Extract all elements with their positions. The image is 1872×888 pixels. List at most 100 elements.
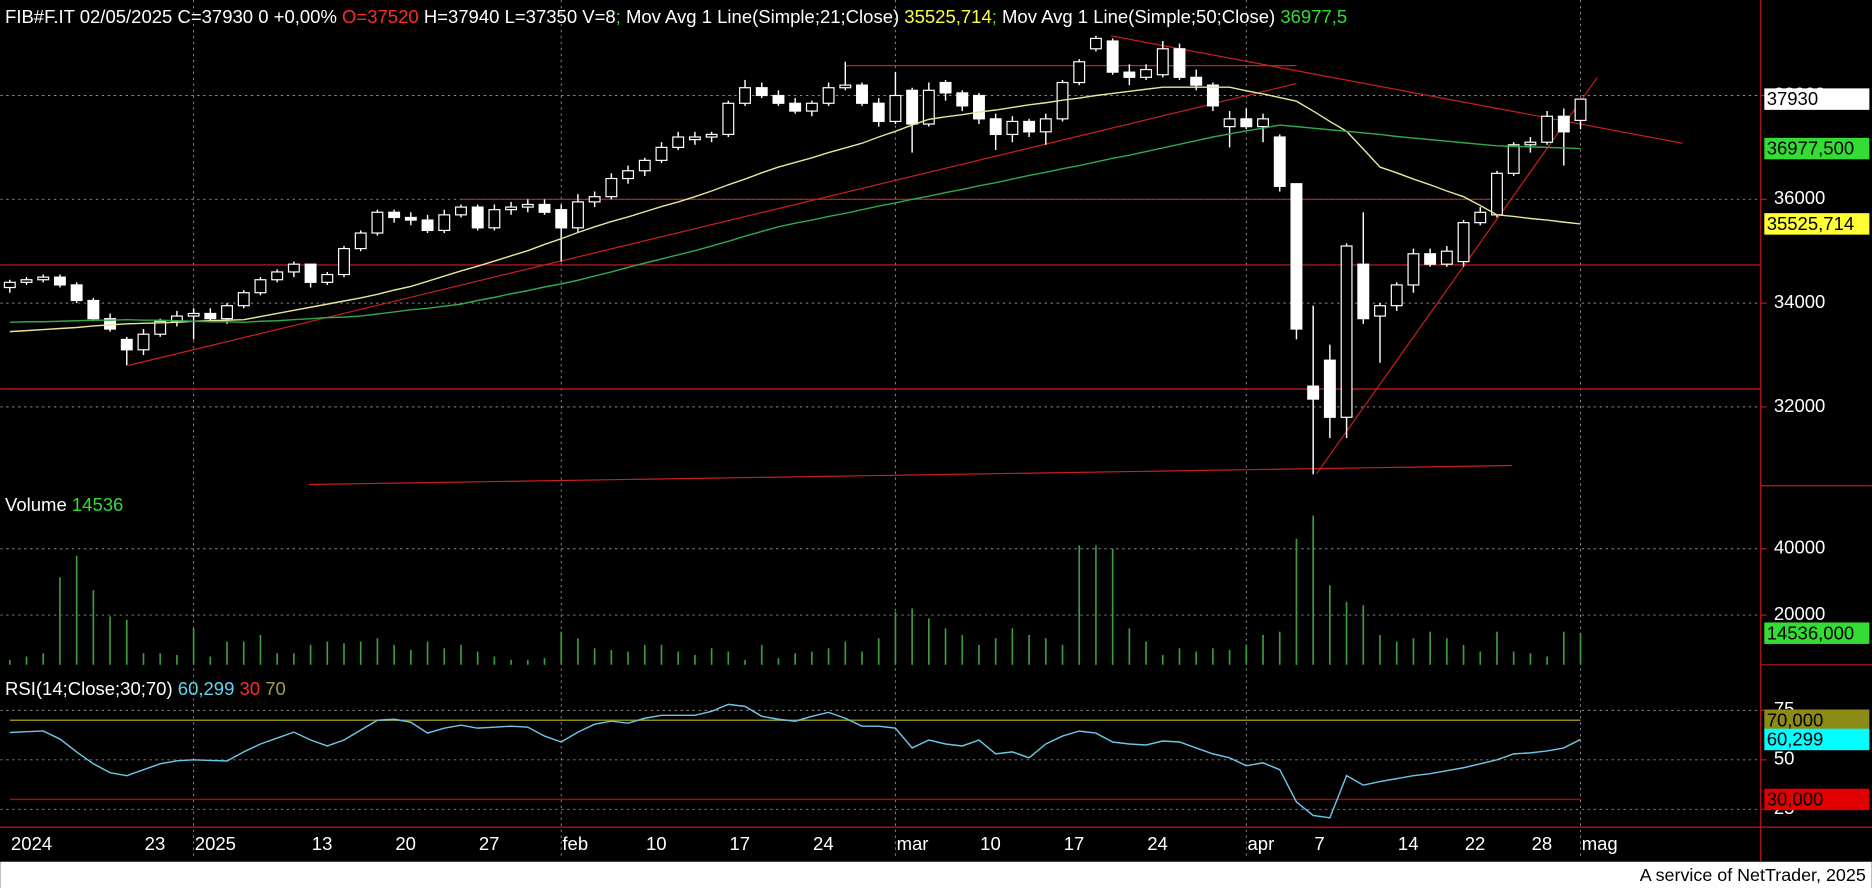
title-part: Mov Avg 1 Line(Simple;50;Close) (1002, 6, 1280, 27)
volume-bar (8, 659, 11, 665)
volume-bar (643, 644, 646, 665)
volume-bar (309, 644, 312, 665)
candle-body (722, 102, 735, 136)
x-tick-label: 27 (479, 833, 500, 854)
candle-body (488, 209, 501, 229)
volume-bar (42, 653, 45, 665)
volume-bar (176, 654, 178, 665)
series-line (9, 124, 1581, 324)
candle-body (1407, 253, 1420, 286)
volume-bar (293, 653, 295, 665)
candle-body (371, 211, 384, 234)
y-tick-label: 20000 (1774, 603, 1825, 624)
candle-body (70, 284, 83, 302)
title-part: 14536 (72, 494, 123, 515)
volume-bar (125, 619, 128, 665)
candle-body (1424, 253, 1437, 265)
volume-bar (510, 659, 512, 665)
value-marker-label: 14536,000 (1767, 622, 1854, 643)
candle-body (605, 177, 618, 198)
candle-body (555, 209, 568, 229)
candle-body (973, 94, 985, 120)
volume-bar (593, 648, 596, 665)
volume-bar (1044, 638, 1047, 665)
volume-bar (811, 651, 813, 665)
candle-body (304, 263, 317, 283)
volume-bar (1429, 631, 1431, 665)
x-tick-label: 2025 (195, 833, 236, 854)
x-tick-label: 10 (646, 833, 667, 854)
y-tick-label: 40000 (1774, 537, 1825, 558)
volume-bar (426, 641, 429, 665)
volume-bar (744, 659, 746, 665)
title-part: Volume (5, 494, 72, 515)
volume-bar (1245, 644, 1248, 665)
volume-bar (1379, 634, 1381, 665)
candle-body (622, 170, 635, 180)
axis-area: 2024 23 2025 13 20 27 feb 10 17 24 mar 10 17 24 apr 7 14… (11, 83, 1870, 854)
candle-body (956, 92, 969, 107)
volume-bar (861, 651, 863, 665)
candle-body (1173, 48, 1186, 78)
title-part: 35525,714 (904, 6, 991, 27)
volume-bar (476, 651, 479, 665)
title-part: 60,299 (178, 678, 240, 699)
trendline (1110, 35, 1683, 144)
volume-bar (259, 634, 262, 665)
candle-body (705, 133, 718, 138)
volume-bar (1061, 644, 1064, 665)
volume-bar (677, 651, 680, 665)
candle-body (839, 84, 852, 89)
value-marker-label: 36977,500 (1767, 138, 1854, 159)
value-marker (1764, 213, 1870, 235)
candle-body (688, 136, 701, 141)
volume-bar (443, 648, 446, 665)
candle-body (1257, 118, 1269, 128)
candle-body (271, 271, 284, 281)
volume-bar (1496, 631, 1498, 665)
volume-bar (610, 649, 613, 665)
x-tick-label: 14 (1398, 833, 1419, 854)
panel-title: Volume 14536 (5, 494, 123, 515)
candle-body (287, 263, 300, 273)
title-part: RSI(14;Close;30;70) (5, 678, 178, 699)
candle-body (872, 102, 885, 123)
x-tick-label: feb (562, 833, 588, 854)
series-line (9, 86, 1581, 333)
volume-bar (1078, 545, 1081, 665)
x-tick-label: 17 (730, 833, 751, 854)
volume-bar (1095, 545, 1097, 665)
title-part: ; (616, 6, 626, 27)
candle-body (1557, 115, 1570, 133)
volume-bar (460, 644, 462, 665)
candle-body (538, 203, 551, 213)
candle-body (1039, 118, 1052, 133)
volume-bar (660, 644, 663, 665)
value-marker (1764, 622, 1870, 644)
candle-body (1357, 263, 1370, 320)
value-marker (1764, 788, 1870, 811)
candle-body (1273, 136, 1286, 187)
title-part: ; (992, 6, 1002, 27)
candle-body (638, 159, 651, 172)
candle-body (1374, 305, 1386, 317)
volume-bar (760, 644, 763, 665)
candle-body (672, 136, 685, 148)
candle-body (1073, 61, 1086, 84)
volume-bar (526, 659, 529, 665)
volume-bar (1128, 628, 1131, 665)
volume-bar (994, 638, 997, 665)
volume-bar (694, 654, 696, 665)
volume-bar (410, 649, 412, 665)
volume-bar (75, 555, 78, 665)
volume-bar (142, 653, 145, 665)
candle-body (1023, 120, 1036, 133)
volume-bar (794, 653, 796, 665)
candle-body (421, 219, 434, 232)
volume-bar (978, 644, 980, 665)
volume-bar (928, 618, 930, 665)
x-tick-label: 2024 (11, 833, 52, 854)
candle-body (388, 211, 401, 219)
x-tick-label: mag (1582, 833, 1618, 854)
